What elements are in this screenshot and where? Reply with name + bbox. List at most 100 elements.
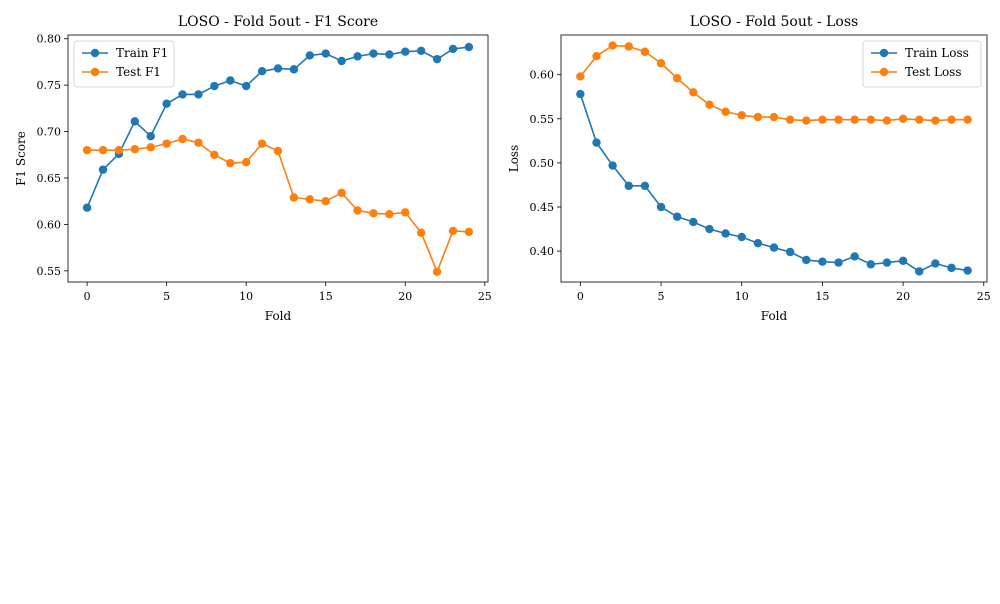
data-point [448,44,458,54]
x-tick-label: 25 [478,290,492,303]
x-tick-label: 0 [84,290,91,303]
data-point [464,227,474,237]
legend-marker [879,48,889,58]
data-point [898,256,908,266]
data-point [818,115,827,124]
data-point [576,89,585,99]
data-point [178,90,187,99]
data-point [753,112,763,122]
data-point [226,76,235,85]
x-axis-label: Fold [761,309,788,323]
plot-area [82,42,474,276]
y-axis-label: Loss [507,145,521,173]
data-point [401,47,410,56]
legend-label: Train F1 [116,46,168,60]
data-point [898,114,908,124]
legend-item: Test Loss [871,65,961,79]
data-point [432,267,442,276]
data-point [785,247,795,257]
data-point [608,41,617,50]
data-point [915,267,924,276]
data-point [194,138,203,147]
data-point [931,116,940,125]
data-point [834,258,843,267]
data-point [464,42,474,52]
legend-marker [90,48,100,58]
y-tick-label: 0.50 [530,157,555,170]
x-tick-label: 25 [977,290,991,303]
y-tick-label: 0.55 [37,265,62,278]
data-point [866,260,876,269]
data-point [385,210,394,219]
x-tick-label: 10 [239,290,253,303]
data-point [194,90,203,99]
data-point [915,115,924,124]
data-point [289,193,299,202]
legend-marker [879,67,889,77]
x-tick-label: 15 [815,290,829,303]
data-point [305,51,315,60]
data-point [416,46,426,55]
data-point [656,202,666,212]
data-point [257,139,267,148]
y-tick-label: 0.60 [37,218,62,231]
data-point [369,49,378,58]
data-point [321,197,330,206]
y-tick-label: 0.55 [530,113,555,126]
x-tick-label: 20 [398,290,412,303]
data-point [257,67,267,76]
data-point [210,150,219,159]
data-point [305,195,315,204]
y-tick-label: 0.80 [37,33,62,46]
y-tick-label: 0.65 [37,172,62,185]
data-point [769,112,779,122]
data-point [82,145,92,155]
axes-frame [67,34,489,283]
data-point [818,257,827,266]
data-point [210,81,219,91]
data-point [850,252,859,261]
data-point [689,88,698,97]
y-axis-label: F1 Score [14,131,28,186]
legend: Train Loss Test Loss [862,40,982,88]
data-point [672,212,682,221]
chart-title: LOSO - Fold 5out - Loss [690,14,858,30]
axis-ticks: 0 5 10 15 20 25 0.40 0.45 0.50 0.55 0.60 [530,69,991,303]
data-point [241,81,251,91]
data-point [385,50,394,59]
data-point [241,158,251,167]
data-point [785,115,795,124]
data-point [226,158,235,168]
data-point [882,116,892,125]
data-point [98,165,108,174]
data-point [98,145,108,155]
data-point [162,139,171,148]
data-point [608,161,617,170]
data-point [931,259,940,268]
data-point [705,224,714,234]
plot-area [576,41,972,276]
legend-item: Train Loss [871,46,969,60]
legend: Train F1 Test F1 [73,40,175,88]
data-point [321,49,330,58]
data-point [401,208,410,217]
x-axis-label: Fold [265,309,292,323]
data-point [82,203,92,212]
data-point [866,115,876,124]
chart-title: LOSO - Fold 5out - F1 Score [178,14,378,30]
data-point [416,228,426,237]
legend-label: Train Loss [905,46,969,60]
data-point [882,258,892,267]
data-point [432,54,442,64]
data-point [640,47,650,56]
data-point [753,238,763,248]
data-point [947,263,956,273]
data-point [689,217,698,227]
x-tick-label: 10 [735,290,749,303]
x-tick-label: 20 [896,290,910,303]
data-point [130,117,140,126]
axes-frame [560,34,988,283]
legend-label: Test Loss [905,65,961,79]
series-2 [576,41,972,125]
